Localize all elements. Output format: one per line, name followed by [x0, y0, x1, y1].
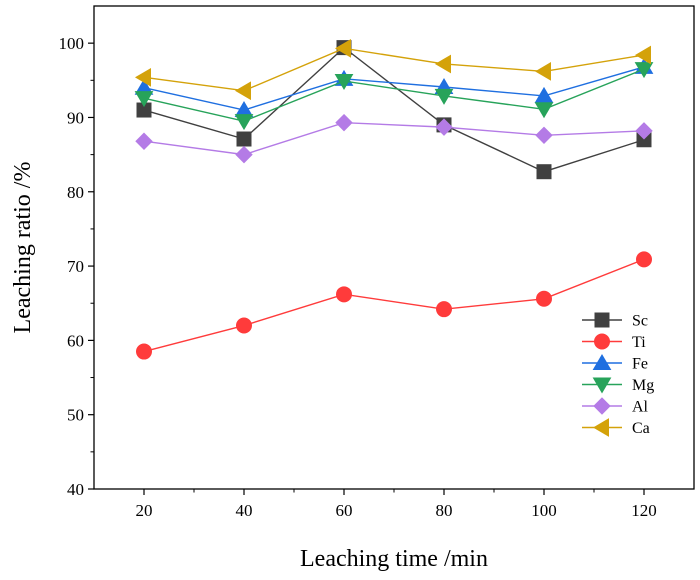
data-point-ti: [236, 317, 252, 334]
x-tick-label: 80: [436, 501, 453, 520]
x-tick-label: 120: [631, 501, 657, 520]
data-point-al: [135, 132, 153, 150]
x-tick-label: 40: [236, 501, 253, 520]
legend-item-ti: Ti: [582, 333, 646, 351]
data-point-ti: [636, 251, 652, 268]
y-tick-label: 100: [59, 34, 85, 53]
data-point-ca: [335, 38, 351, 58]
data-point-al: [535, 126, 553, 145]
y-tick-label: 40: [67, 480, 84, 499]
series-sc: [136, 40, 652, 180]
legend-item-sc: Sc: [582, 312, 648, 330]
series-line-ca: [143, 47, 645, 92]
legend-label: Sc: [632, 313, 648, 330]
legend-marker-fe: [592, 354, 612, 370]
data-point-ti: [436, 301, 452, 318]
legend-marker-sc: [594, 312, 610, 328]
y-tick-label: 60: [67, 331, 84, 350]
y-tick-label: 90: [67, 108, 84, 127]
data-point-al: [635, 122, 653, 140]
series-ti: [136, 251, 652, 360]
data-point-ca: [435, 54, 451, 74]
legend-marker-mg: [592, 377, 612, 394]
data-point-ca: [235, 81, 251, 101]
data-point-mg: [634, 62, 654, 79]
data-point-ti: [336, 286, 352, 303]
legend-item-ca: Ca: [582, 418, 650, 437]
data-point-mg: [534, 102, 554, 119]
legend-label: Al: [632, 399, 649, 416]
y-tick-label: 70: [67, 257, 84, 276]
data-point-ca: [535, 62, 551, 81]
legend-item-al: Al: [582, 397, 649, 416]
series-al: [135, 113, 653, 164]
x-tick-label: 60: [336, 501, 353, 520]
data-point-mg: [234, 114, 254, 131]
data-point-sc: [236, 131, 252, 147]
series-line-fe: [143, 66, 645, 111]
series-fe: [134, 57, 654, 118]
legend-marker-al: [593, 397, 611, 415]
x-tick-label: 20: [136, 501, 153, 520]
legend-label: Ca: [632, 420, 650, 437]
series-line-al: [143, 121, 645, 156]
series-mg: [134, 62, 654, 131]
y-tick-label: 80: [67, 183, 84, 202]
series-line-sc: [143, 46, 645, 173]
axes: 20 40 60 80 100 120 40 50 60 70 80 90 100: [59, 5, 695, 520]
x-axis-title: Leaching time /min: [300, 546, 488, 572]
series-ca: [135, 38, 651, 101]
series-line-ti: [143, 258, 645, 353]
legend-item-mg: Mg: [582, 377, 654, 394]
y-tick-label: 50: [67, 406, 84, 425]
data-point-ti: [536, 290, 552, 307]
legend-label: Ti: [632, 334, 646, 351]
data-point-al: [235, 145, 253, 164]
y-axis-title: Leaching ratio /%: [10, 162, 36, 334]
data-point-al: [435, 118, 453, 136]
data-point-mg: [434, 88, 454, 105]
data-point-sc: [536, 164, 552, 180]
legend: Sc Ti Fe Mg Al Ca: [582, 312, 654, 437]
data-point-mg: [134, 91, 154, 108]
data-point-mg: [334, 74, 354, 91]
legend-item-fe: Fe: [582, 354, 648, 373]
legend-label: Fe: [632, 356, 648, 373]
data-point-ca: [635, 45, 651, 65]
legend-marker-ti: [594, 333, 610, 350]
x-tick-label: 100: [531, 501, 557, 520]
data-point-ti: [136, 343, 152, 360]
legend-marker-ca: [593, 418, 609, 437]
series-layer: [134, 38, 654, 360]
legend-label: Mg: [632, 377, 654, 394]
series-line-mg: [143, 68, 645, 122]
data-point-ca: [135, 67, 151, 87]
data-point-al: [335, 113, 353, 132]
